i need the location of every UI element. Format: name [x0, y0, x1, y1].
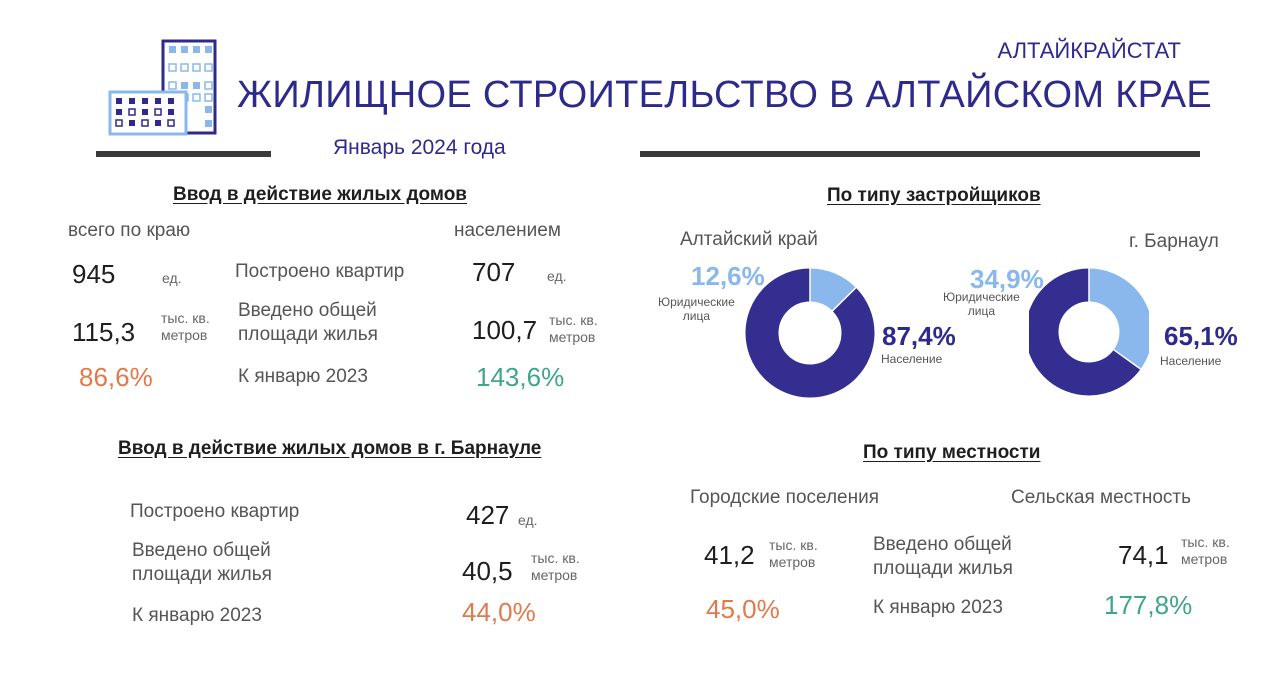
- slice-separator: [831, 286, 858, 313]
- population-area-value: 100,7: [472, 315, 538, 345]
- chart-1-legal-label: Юридические лица: [658, 295, 735, 323]
- chart-2-population-percent: 65,1%: [1164, 321, 1238, 351]
- total-area-value: 115,3: [72, 317, 136, 347]
- total-apartments-unit: ед.: [162, 270, 182, 286]
- locality-section-heading: По типу местности: [863, 442, 1041, 463]
- chart-2-legal-percent: 34,9%: [970, 264, 1044, 294]
- chart-2-title: г. Барнаул: [1129, 231, 1219, 252]
- region-donut-chart: [745, 268, 875, 398]
- barnaul-area-value: 40,5: [462, 556, 513, 586]
- chart-1-population-percent: 87,4%: [882, 321, 956, 351]
- organization-name: АЛТАЙКРАЙСТАТ: [997, 38, 1181, 63]
- rural-area-unit: тыс. кв. метров: [1181, 534, 1230, 567]
- urban-area-unit: тыс. кв. метров: [769, 537, 818, 570]
- barnaul-apartments-value: 427: [466, 500, 510, 530]
- rural-compare-value: 177,8%: [1104, 590, 1193, 620]
- urban-column-heading: Городские поселения: [690, 487, 879, 508]
- rural-area-value: 74,1: [1118, 540, 1169, 570]
- total-apartments-value: 945: [72, 259, 116, 289]
- locality-compare-label: К январю 2023: [873, 597, 1003, 618]
- barnaul-compare-value: 44,0%: [462, 597, 536, 627]
- population-column-heading: населением: [454, 220, 561, 241]
- urban-area-value: 41,2: [704, 540, 755, 570]
- page-title: ЖИЛИЩНОЕ СТРОИТЕЛЬСТВО В АЛТАЙСКОМ КРАЕ: [237, 74, 1213, 116]
- total-column-heading: всего по краю: [68, 220, 191, 241]
- region-section-heading: Ввод в действие жилых домов: [173, 184, 467, 205]
- compare-label: К январю 2023: [238, 366, 368, 387]
- barnaul-donut-chart: [1029, 268, 1149, 396]
- barnaul-area-label: Введено общей площади жилья: [132, 540, 272, 585]
- barnaul-compare-label: К январю 2023: [132, 605, 262, 626]
- barnaul-area-unit: тыс. кв. метров: [531, 550, 580, 583]
- apartment-building-icon: [108, 39, 217, 136]
- population-apartments-unit: ед.: [547, 268, 567, 284]
- total-area-unit: тыс. кв. метров: [161, 310, 210, 343]
- locality-area-label: Введено общей площади жилья: [873, 534, 1013, 579]
- rural-column-heading: Сельская местность: [1011, 487, 1191, 508]
- barnaul-apartments-unit: ед.: [518, 512, 538, 528]
- header-divider-left: [96, 151, 271, 157]
- barnaul-apartments-label: Построено квартир: [130, 501, 300, 522]
- apartments-label: Построено квартир: [235, 261, 405, 282]
- barnaul-section-heading: Ввод в действие жилых домов в г. Барнаул…: [118, 438, 542, 459]
- slice-separator: [1112, 348, 1142, 371]
- chart-1-title: Алтайский край: [680, 229, 818, 250]
- population-apartments-value: 707: [472, 257, 516, 287]
- population-compare-value: 143,6%: [476, 362, 565, 392]
- population-area-unit: тыс. кв. метров: [549, 312, 598, 345]
- chart-2-legal-label: Юридические лица: [943, 290, 1020, 318]
- urban-compare-value: 45,0%: [706, 594, 780, 624]
- chart-2-population-label: Население: [1160, 354, 1222, 368]
- developers-section-heading: По типу застройщиков: [827, 185, 1041, 206]
- area-label: Введено общей площади жилья: [238, 300, 378, 345]
- chart-1-legal-percent: 12,6%: [691, 261, 765, 291]
- total-compare-value: 86,6%: [79, 362, 153, 392]
- header-divider-right: [640, 151, 1200, 157]
- chart-1-population-label: Население: [881, 352, 943, 366]
- period-subtitle: Январь 2024 года: [333, 136, 506, 159]
